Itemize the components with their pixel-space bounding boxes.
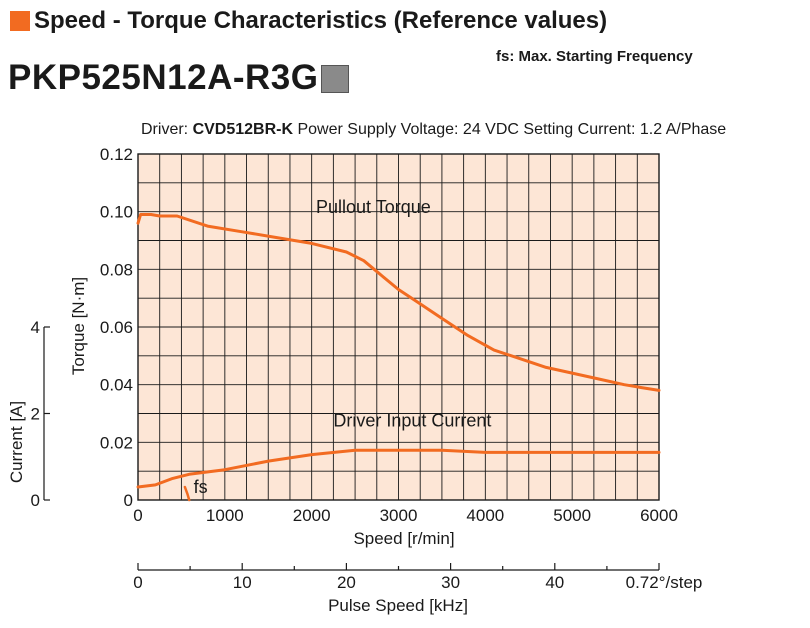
fs-label: fs <box>194 477 208 497</box>
model-number: PKP525N12A-R3G <box>8 58 319 97</box>
chart-title-row: Speed - Torque Characteristics (Referenc… <box>10 6 607 36</box>
speed-axis-ticks: 0 1000 2000 3000 4000 5000 6000 <box>133 506 678 525</box>
driver-label: Driver: <box>141 121 189 138</box>
torque-axis-ticks: 0 0.02 0.04 0.06 0.08 0.10 0.12 <box>100 145 133 510</box>
torque-tick-label: 0 <box>124 491 133 510</box>
pulse-tick-label: 0 <box>133 573 142 592</box>
conditions-line: Driver: CVD512BR-K Power Supply Voltage:… <box>141 121 726 139</box>
torque-tick-label: 0.12 <box>100 145 133 164</box>
driver-model: CVD512BR-K <box>192 121 294 138</box>
series-layer <box>136 213 661 502</box>
conditions-text: Power Supply Voltage: 24 VDC Setting Cur… <box>297 121 727 138</box>
pulse-tick-label: 30 <box>441 573 460 592</box>
torque-tick-label: 0.02 <box>100 433 133 452</box>
current-tick-label: 0 <box>31 491 40 510</box>
speed-tick-label: 0 <box>133 506 142 525</box>
fs-marker <box>183 485 191 502</box>
pullout-torque-line <box>136 213 661 392</box>
pullout-torque-label: Pullout Torque <box>316 197 431 217</box>
driver-input-current-line <box>136 448 661 489</box>
title-square-icon <box>10 11 30 31</box>
speed-tick-label: 1000 <box>206 506 244 525</box>
pulse-tick-label: 40 <box>545 573 564 592</box>
torque-tick-label: 0.06 <box>100 318 133 337</box>
fs-note: fs: Max. Starting Frequency <box>496 48 693 65</box>
speed-tick-label: 3000 <box>380 506 418 525</box>
pulse-tick-label: 20 <box>337 573 356 592</box>
pulse-speed-axis: 0 10 20 30 40 <box>133 563 660 592</box>
speed-tick-label: 6000 <box>640 506 678 525</box>
model-row: PKP525N12A-R3G <box>8 58 350 98</box>
pulse-tick-label: 10 <box>233 573 252 592</box>
speed-tick-label: 4000 <box>466 506 504 525</box>
torque-axis-label: Torque [N·m] <box>69 277 88 375</box>
annotations: Pullout Torque Driver Input Current fs <box>194 197 492 497</box>
step-angle-label: 0.72°/step <box>626 573 703 592</box>
current-tick-label: 4 <box>31 318 40 337</box>
pulse-speed-axis-label: Pulse Speed [kHz] <box>328 596 468 615</box>
torque-tick-label: 0.04 <box>100 376 133 395</box>
speed-tick-label: 2000 <box>293 506 331 525</box>
current-axis-label: Current [A] <box>7 401 26 483</box>
current-tick-label: 2 <box>31 405 40 424</box>
model-square-icon <box>321 65 350 93</box>
axis-labels: Torque [N·m] Current [A] Speed [r/min] P… <box>7 277 702 615</box>
torque-tick-label: 0.08 <box>100 260 133 279</box>
driver-input-current-label: Driver Input Current <box>333 410 491 430</box>
current-axis: 0 2 4 <box>31 318 50 510</box>
speed-tick-label: 5000 <box>553 506 591 525</box>
speed-axis-label: Speed [r/min] <box>353 529 454 548</box>
plot-frame <box>137 153 660 501</box>
chart-title: Speed - Torque Characteristics (Referenc… <box>34 7 608 34</box>
torque-tick-label: 0.10 <box>100 203 133 222</box>
